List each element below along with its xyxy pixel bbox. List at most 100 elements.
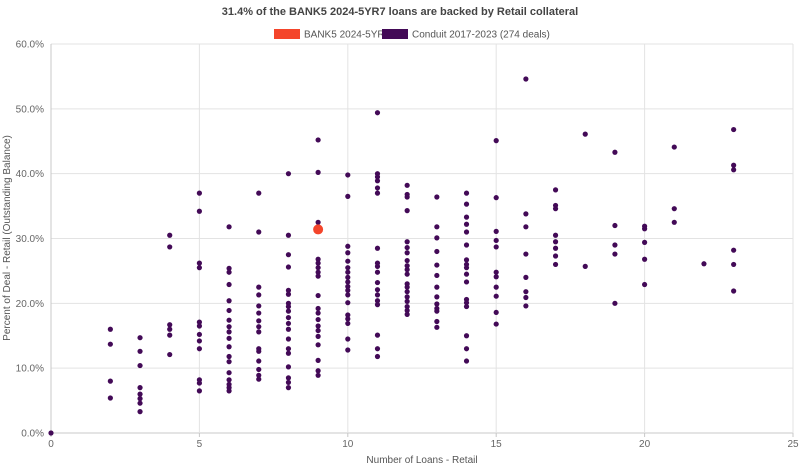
conduit-data-point [315, 323, 321, 329]
conduit-data-point [374, 263, 381, 269]
conduit-data-point [493, 309, 499, 316]
conduit-data-point [374, 346, 381, 352]
conduit-data-point [315, 260, 321, 266]
conduit-data-point [463, 242, 470, 248]
conduit-data-point [137, 391, 143, 397]
conduit-data-point [137, 409, 143, 415]
conduit-data-point [552, 245, 559, 251]
conduit-data-point [345, 292, 351, 298]
conduit-data-point [256, 303, 262, 309]
conduit-data-point [493, 269, 499, 275]
conduit-data-point [226, 281, 232, 288]
conduit-data-point [226, 265, 232, 271]
conduit-data-point [226, 335, 232, 341]
chart-legend: BANK5 2024-5YR7 Conduit 2017-2023 (274 d… [274, 29, 550, 41]
conduit-data-point [345, 279, 351, 285]
conduit-data-point [256, 366, 262, 373]
conduit-data-point [256, 348, 262, 354]
conduit-data-point [404, 271, 410, 277]
conduit-data-point [345, 269, 351, 275]
y-tick-label: 40.0% [16, 169, 44, 180]
conduit-data-point [345, 316, 351, 322]
conduit-data-point [434, 194, 440, 200]
conduit-data-point [612, 222, 618, 229]
conduit-data-point [731, 261, 737, 268]
conduit-data-point [226, 353, 232, 360]
conduit-data-point [256, 190, 262, 196]
conduit-data-point [612, 300, 618, 306]
conduit-data-point [404, 194, 410, 200]
conduit-data-point [463, 279, 470, 285]
conduit-data-point [374, 178, 381, 184]
conduit-data-point [226, 344, 232, 350]
conduit-data-point [463, 333, 470, 339]
conduit-data-point [226, 329, 232, 335]
conduit-data-point [374, 298, 381, 304]
conduit-data-point [523, 303, 529, 309]
conduit-data-point [285, 308, 292, 314]
conduit-data-point [226, 370, 232, 376]
y-tick-label: 20.0% [16, 299, 44, 310]
conduit-data-point [552, 261, 559, 268]
conduit-data-point [434, 308, 440, 314]
conduit-data-point [196, 260, 202, 266]
conduit-data-point [671, 206, 677, 212]
conduit-data-point [137, 400, 143, 406]
y-tick-label: 60.0% [16, 40, 44, 51]
conduit-data-point [493, 321, 499, 327]
conduit-data-point [404, 294, 410, 300]
x-tick-label: 15 [491, 439, 503, 450]
conduit-data-point [552, 253, 559, 259]
conduit-data-point [167, 244, 173, 250]
conduit-data-point [434, 235, 440, 241]
conduit-data-point [374, 190, 381, 196]
conduit-data-point [523, 294, 529, 301]
conduit-data-point [493, 274, 499, 280]
conduit-data-point [315, 219, 321, 225]
conduit-data-point [285, 232, 292, 238]
conduit-data-point [137, 362, 143, 369]
conduit-data-point [315, 316, 321, 323]
conduit-data-point [582, 263, 588, 269]
conduit-data-point [285, 264, 292, 270]
conduit-data-point [345, 347, 351, 353]
y-tick-label: 0.0% [21, 429, 44, 440]
conduit-data-point [107, 395, 113, 401]
y-tick-label: 30.0% [16, 234, 44, 245]
conduit-data-point [493, 244, 499, 250]
conduit-data-point [226, 307, 232, 314]
conduit-data-point [434, 272, 440, 279]
conduit-data-point [315, 342, 321, 348]
conduit-data-point [582, 131, 588, 137]
conduit-data-point [404, 250, 410, 256]
conduit-data-point [226, 298, 232, 304]
conduit-data-point [137, 385, 143, 391]
conduit-data-point [285, 326, 292, 332]
conduit-data-point [374, 302, 381, 308]
gridlines [50, 43, 794, 437]
conduit-data-point [404, 303, 410, 310]
conduit-data-point [167, 326, 173, 332]
conduit-data-point [523, 251, 529, 257]
conduit-data-point [404, 239, 410, 245]
x-tick-label: 20 [639, 439, 651, 450]
conduit-data-point [345, 283, 351, 290]
conduit-data-point [315, 137, 321, 143]
conduit-data-point [285, 171, 292, 177]
conduit-data-point [612, 251, 618, 257]
conduit-data-point [671, 219, 677, 225]
conduit-data-point [196, 208, 202, 214]
x-tick-label: 5 [197, 439, 203, 450]
conduit-data-point [226, 377, 232, 383]
conduit-data-point [404, 267, 410, 273]
conduit-data-point [315, 357, 321, 363]
x-tick-label: 25 [787, 439, 799, 450]
conduit-data-point [404, 182, 410, 188]
conduit-data-point [285, 385, 292, 391]
conduit-data-point [642, 239, 648, 245]
conduit-data-point [196, 323, 202, 329]
conduit-data-point [315, 305, 321, 312]
conduit-data-point [434, 262, 440, 268]
conduit-data-point [434, 284, 440, 290]
conduit-data-point [226, 324, 232, 330]
